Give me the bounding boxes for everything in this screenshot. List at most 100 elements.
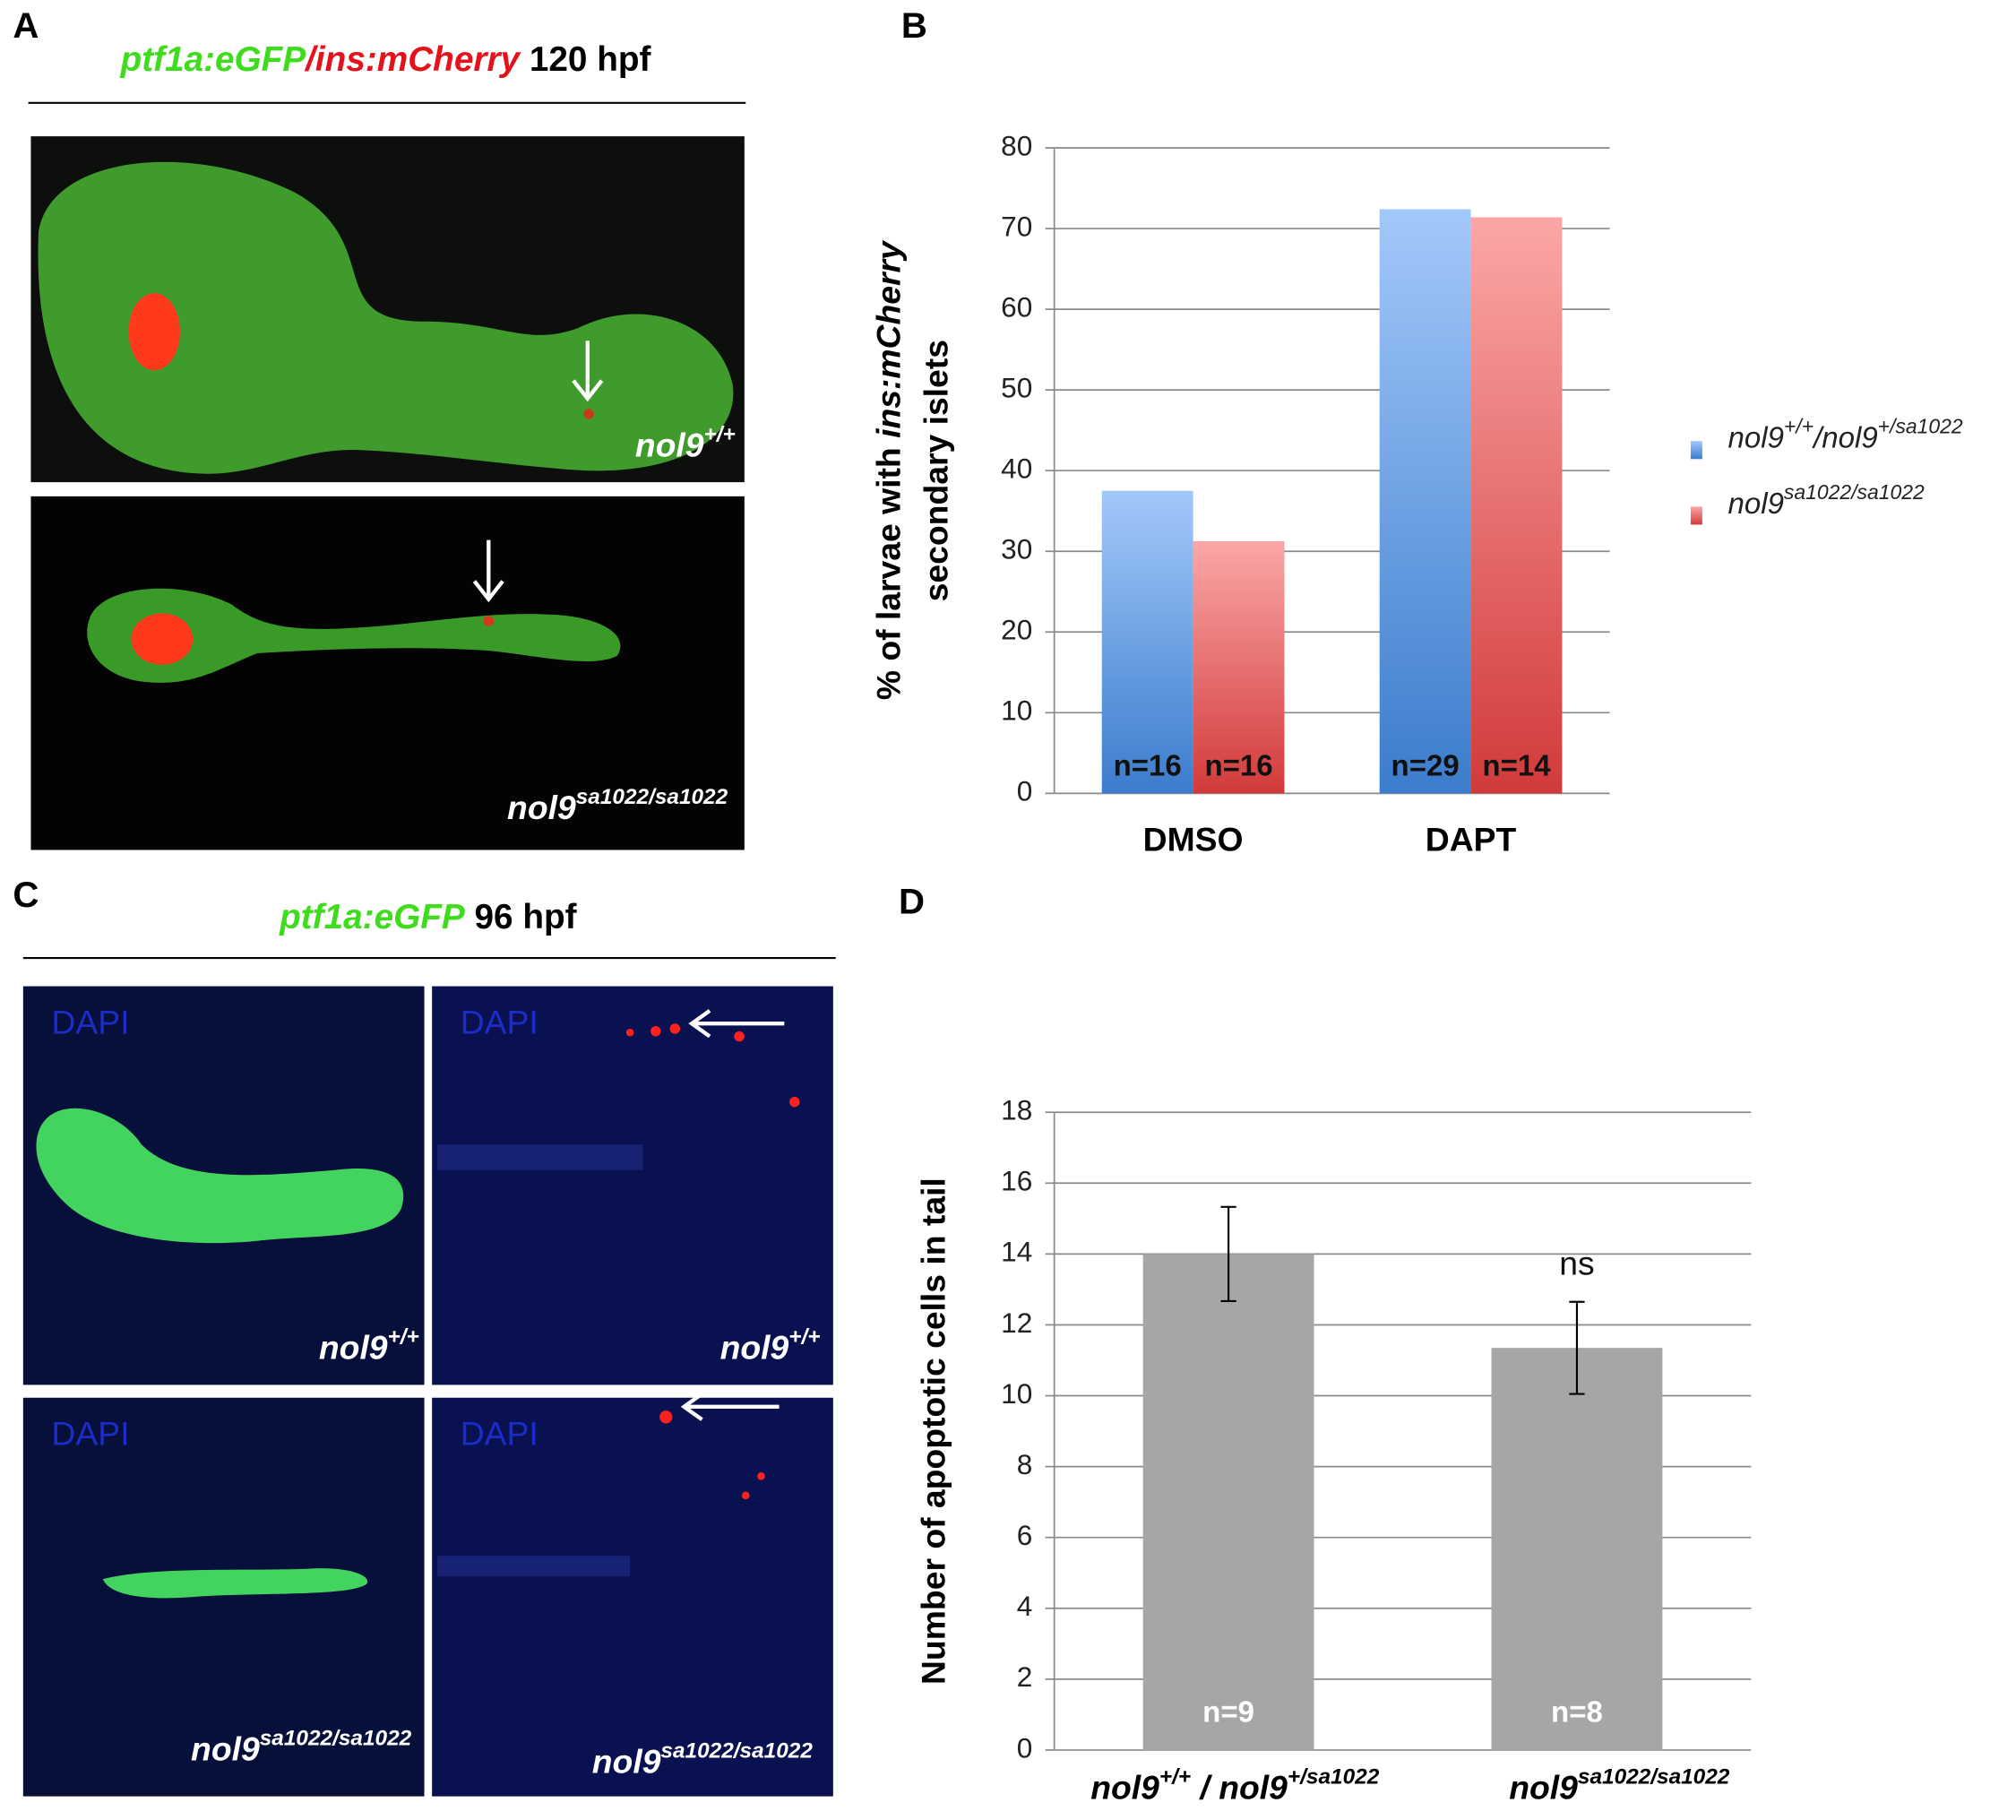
y-tick-label: 60 xyxy=(1001,290,1032,323)
genotype-label: nol9+/+ xyxy=(319,1325,419,1367)
annotation: ns xyxy=(1559,1244,1594,1281)
legend-swatch xyxy=(1690,441,1702,460)
y-tick-label: 12 xyxy=(1001,1307,1032,1339)
y-tick-label: 6 xyxy=(1017,1519,1033,1551)
text-part: nol9 xyxy=(1090,1768,1159,1806)
n-label: n=8 xyxy=(1551,1695,1603,1728)
title-part: ins:mCherry xyxy=(315,40,522,79)
text-part: sa1022/sa1022 xyxy=(260,1726,412,1750)
genotype-label: nol9+/+ xyxy=(720,1325,821,1367)
micrograph-c-3 xyxy=(22,1397,425,1797)
text-part: +/sa1022 xyxy=(1878,415,1963,438)
text-part: +/+ xyxy=(788,1325,820,1350)
text-part: /nol9 xyxy=(1812,420,1878,453)
y-tick-label: 70 xyxy=(1001,210,1032,242)
micrograph-a-bottom xyxy=(30,496,745,850)
title-part: / xyxy=(304,40,319,79)
y-axis-label: Number of apoptotic cells in tail xyxy=(915,1177,952,1685)
legend-label: nol9sa1022/sa1022 xyxy=(1728,480,1926,520)
text-part: nol9 xyxy=(1728,420,1784,453)
y-tick-label: 10 xyxy=(1001,694,1032,727)
text-part: / nol9 xyxy=(1191,1768,1288,1806)
bar xyxy=(1379,209,1471,794)
panel-label: D xyxy=(899,881,925,921)
panel-label: C xyxy=(13,875,39,915)
legend-label: nol9+/+/nol9+/sa1022 xyxy=(1728,415,1963,454)
x-tick-label: nol9+/+ / nol9+/sa1022 xyxy=(1090,1764,1379,1806)
n-label: n=9 xyxy=(1202,1695,1254,1728)
y-axis-label: secondary islets xyxy=(917,340,954,601)
y-tick-label: 16 xyxy=(1001,1165,1032,1197)
text-part: +/+ xyxy=(1784,415,1814,438)
panel-label: A xyxy=(13,5,39,46)
n-label: n=16 xyxy=(1114,748,1182,781)
text-part: Number of apoptotic cells in tail xyxy=(915,1177,952,1685)
text-part: sa1022/sa1022 xyxy=(660,1739,813,1764)
panel-title: ptf1a:eGFP 96 hpf xyxy=(279,898,577,936)
x-tick-label: nol9sa1022/sa1022 xyxy=(1509,1764,1730,1806)
y-tick-label: 20 xyxy=(1001,614,1032,646)
n-label: n=14 xyxy=(1482,748,1551,781)
y-tick-label: 40 xyxy=(1001,453,1032,485)
micrograph-c-4 xyxy=(432,1392,833,1797)
text-part: +/+ xyxy=(1159,1764,1191,1789)
stain-label: DAPI xyxy=(51,1415,129,1453)
text-part: nol9 xyxy=(1728,487,1784,520)
y-tick-label: 80 xyxy=(1001,129,1032,161)
title-part: 96 hpf xyxy=(465,898,577,936)
n-label: n=29 xyxy=(1391,748,1460,781)
y-tick-label: 2 xyxy=(1017,1660,1033,1693)
text-part: +/+ xyxy=(388,1325,419,1350)
text-part: ins:mCherry xyxy=(869,239,907,438)
text-part: nol9 xyxy=(1509,1768,1578,1806)
bar xyxy=(1193,540,1285,794)
text-part: nol9 xyxy=(507,789,576,826)
text-part: sa1022/sa1022 xyxy=(1784,480,1925,504)
micrograph-c-2 xyxy=(432,986,833,1385)
bar xyxy=(1142,1254,1314,1750)
text-part: % of larvae with xyxy=(869,438,907,700)
genotype-label: nol9sa1022/sa1022 xyxy=(191,1726,412,1767)
text-part: nol9 xyxy=(720,1329,789,1367)
bar xyxy=(1101,490,1193,794)
genotype-label: nol9sa1022/sa1022 xyxy=(592,1739,814,1781)
x-tick-label: DMSO xyxy=(1143,821,1244,858)
x-tick-label: DAPT xyxy=(1426,821,1517,858)
n-label: n=16 xyxy=(1204,748,1272,781)
title-part: ptf1a:eGFP xyxy=(279,898,465,936)
bar xyxy=(1491,1348,1663,1750)
y-tick-label: 8 xyxy=(1017,1448,1033,1480)
genotype-label: nol9sa1022/sa1022 xyxy=(507,785,728,826)
y-tick-label: 10 xyxy=(1001,1377,1032,1410)
title-part: 120 hpf xyxy=(520,40,650,79)
genotype-label: nol9+/+ xyxy=(635,422,736,463)
micrograph-a-top xyxy=(30,136,745,483)
text-part: nol9 xyxy=(319,1329,388,1367)
stain-label: DAPI xyxy=(51,1003,129,1040)
text-part: secondary islets xyxy=(917,340,954,601)
text-part: +/sa1022 xyxy=(1288,1764,1380,1789)
y-axis-label: % of larvae with ins:mCherry xyxy=(869,239,907,700)
text-part: +/+ xyxy=(704,422,736,446)
text-part: sa1022/sa1022 xyxy=(576,785,728,809)
title-part: ptf1a:eGFP xyxy=(120,40,306,79)
y-tick-label: 14 xyxy=(1001,1236,1032,1268)
y-tick-label: 30 xyxy=(1001,533,1032,565)
stain-label: DAPI xyxy=(461,1415,538,1453)
stain-label: DAPI xyxy=(461,1003,538,1040)
text-part: sa1022/sa1022 xyxy=(1578,1764,1730,1789)
y-tick-label: 0 xyxy=(1017,1731,1033,1764)
text-part: nol9 xyxy=(635,426,704,463)
panel-label: B xyxy=(901,5,927,46)
text-part: nol9 xyxy=(592,1743,661,1781)
y-tick-label: 18 xyxy=(1001,1094,1032,1126)
y-tick-label: 4 xyxy=(1017,1590,1033,1622)
text-part: nol9 xyxy=(191,1729,260,1767)
legend-swatch xyxy=(1690,506,1702,525)
y-tick-label: 0 xyxy=(1017,775,1033,807)
panel-title: ptf1a:eGFP/ins:mCherry 120 hpf xyxy=(120,40,651,79)
y-tick-label: 50 xyxy=(1001,371,1032,403)
bar xyxy=(1470,217,1563,794)
